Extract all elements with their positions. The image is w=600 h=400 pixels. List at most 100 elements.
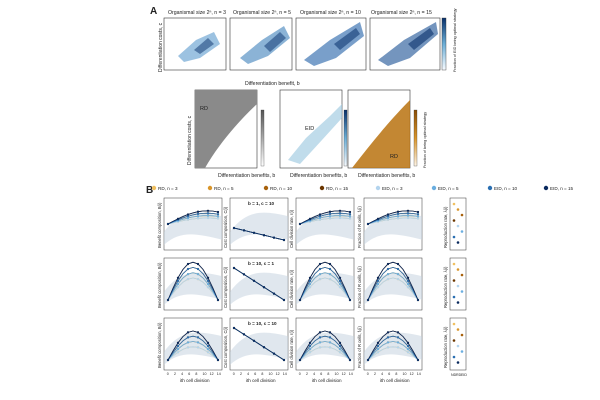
series-point (338, 214, 342, 217)
series-point (328, 346, 332, 349)
series-point (176, 341, 180, 344)
x-tick: 10 (403, 372, 407, 376)
series-point (318, 273, 322, 276)
series-point (308, 286, 312, 289)
x-tick: 14 (283, 372, 287, 376)
series-point (328, 212, 332, 215)
x-tick: 10 (335, 372, 339, 376)
series-point (282, 358, 286, 362)
series-point (216, 298, 220, 302)
series-point (376, 348, 380, 351)
series-line (299, 215, 351, 225)
series-point (366, 298, 370, 302)
row-param: b = 10, c = 10 (248, 321, 277, 326)
series-point (406, 351, 410, 354)
series-point (396, 273, 400, 276)
mid-colorbar-blue (343, 109, 348, 167)
legend-marker (543, 185, 549, 191)
series-point (216, 210, 220, 214)
series-line (367, 261, 419, 301)
series-line (167, 210, 219, 225)
series-line (167, 346, 219, 361)
series-point (206, 212, 210, 215)
strategy-tick: ND (451, 373, 457, 377)
series-line (167, 266, 219, 301)
series-point (186, 213, 190, 216)
legend-marker (431, 185, 437, 191)
series-point (196, 278, 200, 281)
series-point (328, 262, 332, 266)
strategy-tick: RD (456, 373, 462, 377)
series-point (396, 331, 400, 334)
legend-label: RD, n = 3 (158, 186, 178, 191)
top-ylabel: Differentiation costs, c (158, 22, 164, 72)
series-point (282, 298, 286, 302)
series-line (167, 341, 219, 361)
series-point (328, 210, 332, 213)
mid-label-rd2: RD (390, 154, 398, 160)
series-point (386, 336, 390, 339)
series-point (166, 222, 170, 226)
series-point (328, 331, 332, 334)
series-point (282, 238, 286, 242)
series-point (308, 351, 312, 354)
row-param: b = 1, c = 10 (248, 201, 274, 206)
x-label: ith cell division (312, 378, 342, 383)
series-point (196, 273, 200, 276)
series-point (396, 210, 400, 213)
series-point (216, 213, 220, 216)
series-point (338, 341, 342, 344)
legend-marker (207, 185, 213, 191)
series-point (386, 331, 390, 334)
series-point (348, 217, 352, 220)
subplot-ylabel: Cost composition, C(i) (223, 266, 228, 308)
x-tick: 2 (374, 372, 376, 376)
subplot-ylabel: Cost composition, C(i) (223, 326, 228, 368)
series-point (206, 341, 210, 344)
series-point (406, 279, 410, 282)
series-point (396, 336, 400, 339)
series-point (176, 348, 180, 351)
series-point (196, 217, 200, 220)
series-point (252, 231, 256, 234)
series-line (367, 277, 419, 301)
series-point (196, 267, 200, 271)
series-point (406, 276, 410, 279)
top-core-1 (194, 38, 214, 54)
series-point (338, 282, 342, 286)
series-point (318, 213, 322, 216)
series-point (396, 212, 400, 215)
repro-point (456, 301, 460, 304)
series-point (318, 216, 322, 220)
x-tick: 2 (240, 372, 242, 376)
series-point (242, 333, 246, 336)
series-point (386, 273, 390, 276)
series-point (176, 286, 180, 289)
series-point (308, 276, 312, 279)
legend-marker (319, 185, 325, 191)
series-point (196, 331, 200, 334)
legend-label: EID, n = 3 (382, 186, 403, 191)
repro-point (460, 333, 464, 337)
subplot-band (230, 272, 288, 305)
mid-colorbar-label: Fraction of being optimal strategy (423, 112, 427, 168)
series-point (338, 212, 342, 215)
repro-point (460, 273, 464, 277)
series-point (406, 216, 410, 220)
series-line (367, 330, 419, 361)
series-point (196, 336, 200, 339)
series-point (308, 348, 312, 351)
series-point (328, 215, 332, 218)
series-point (386, 213, 390, 216)
x-tick: 4 (381, 372, 383, 376)
x-tick: 8 (261, 372, 263, 376)
top-colorbar-label: Fraction of EID being optimal strategy (453, 8, 457, 72)
x-tick: 2 (306, 372, 308, 376)
series-point (396, 278, 400, 281)
series-point (298, 298, 302, 302)
series-point (186, 346, 190, 349)
series-point (386, 341, 390, 344)
series-point (262, 286, 266, 289)
series-point (232, 226, 236, 230)
